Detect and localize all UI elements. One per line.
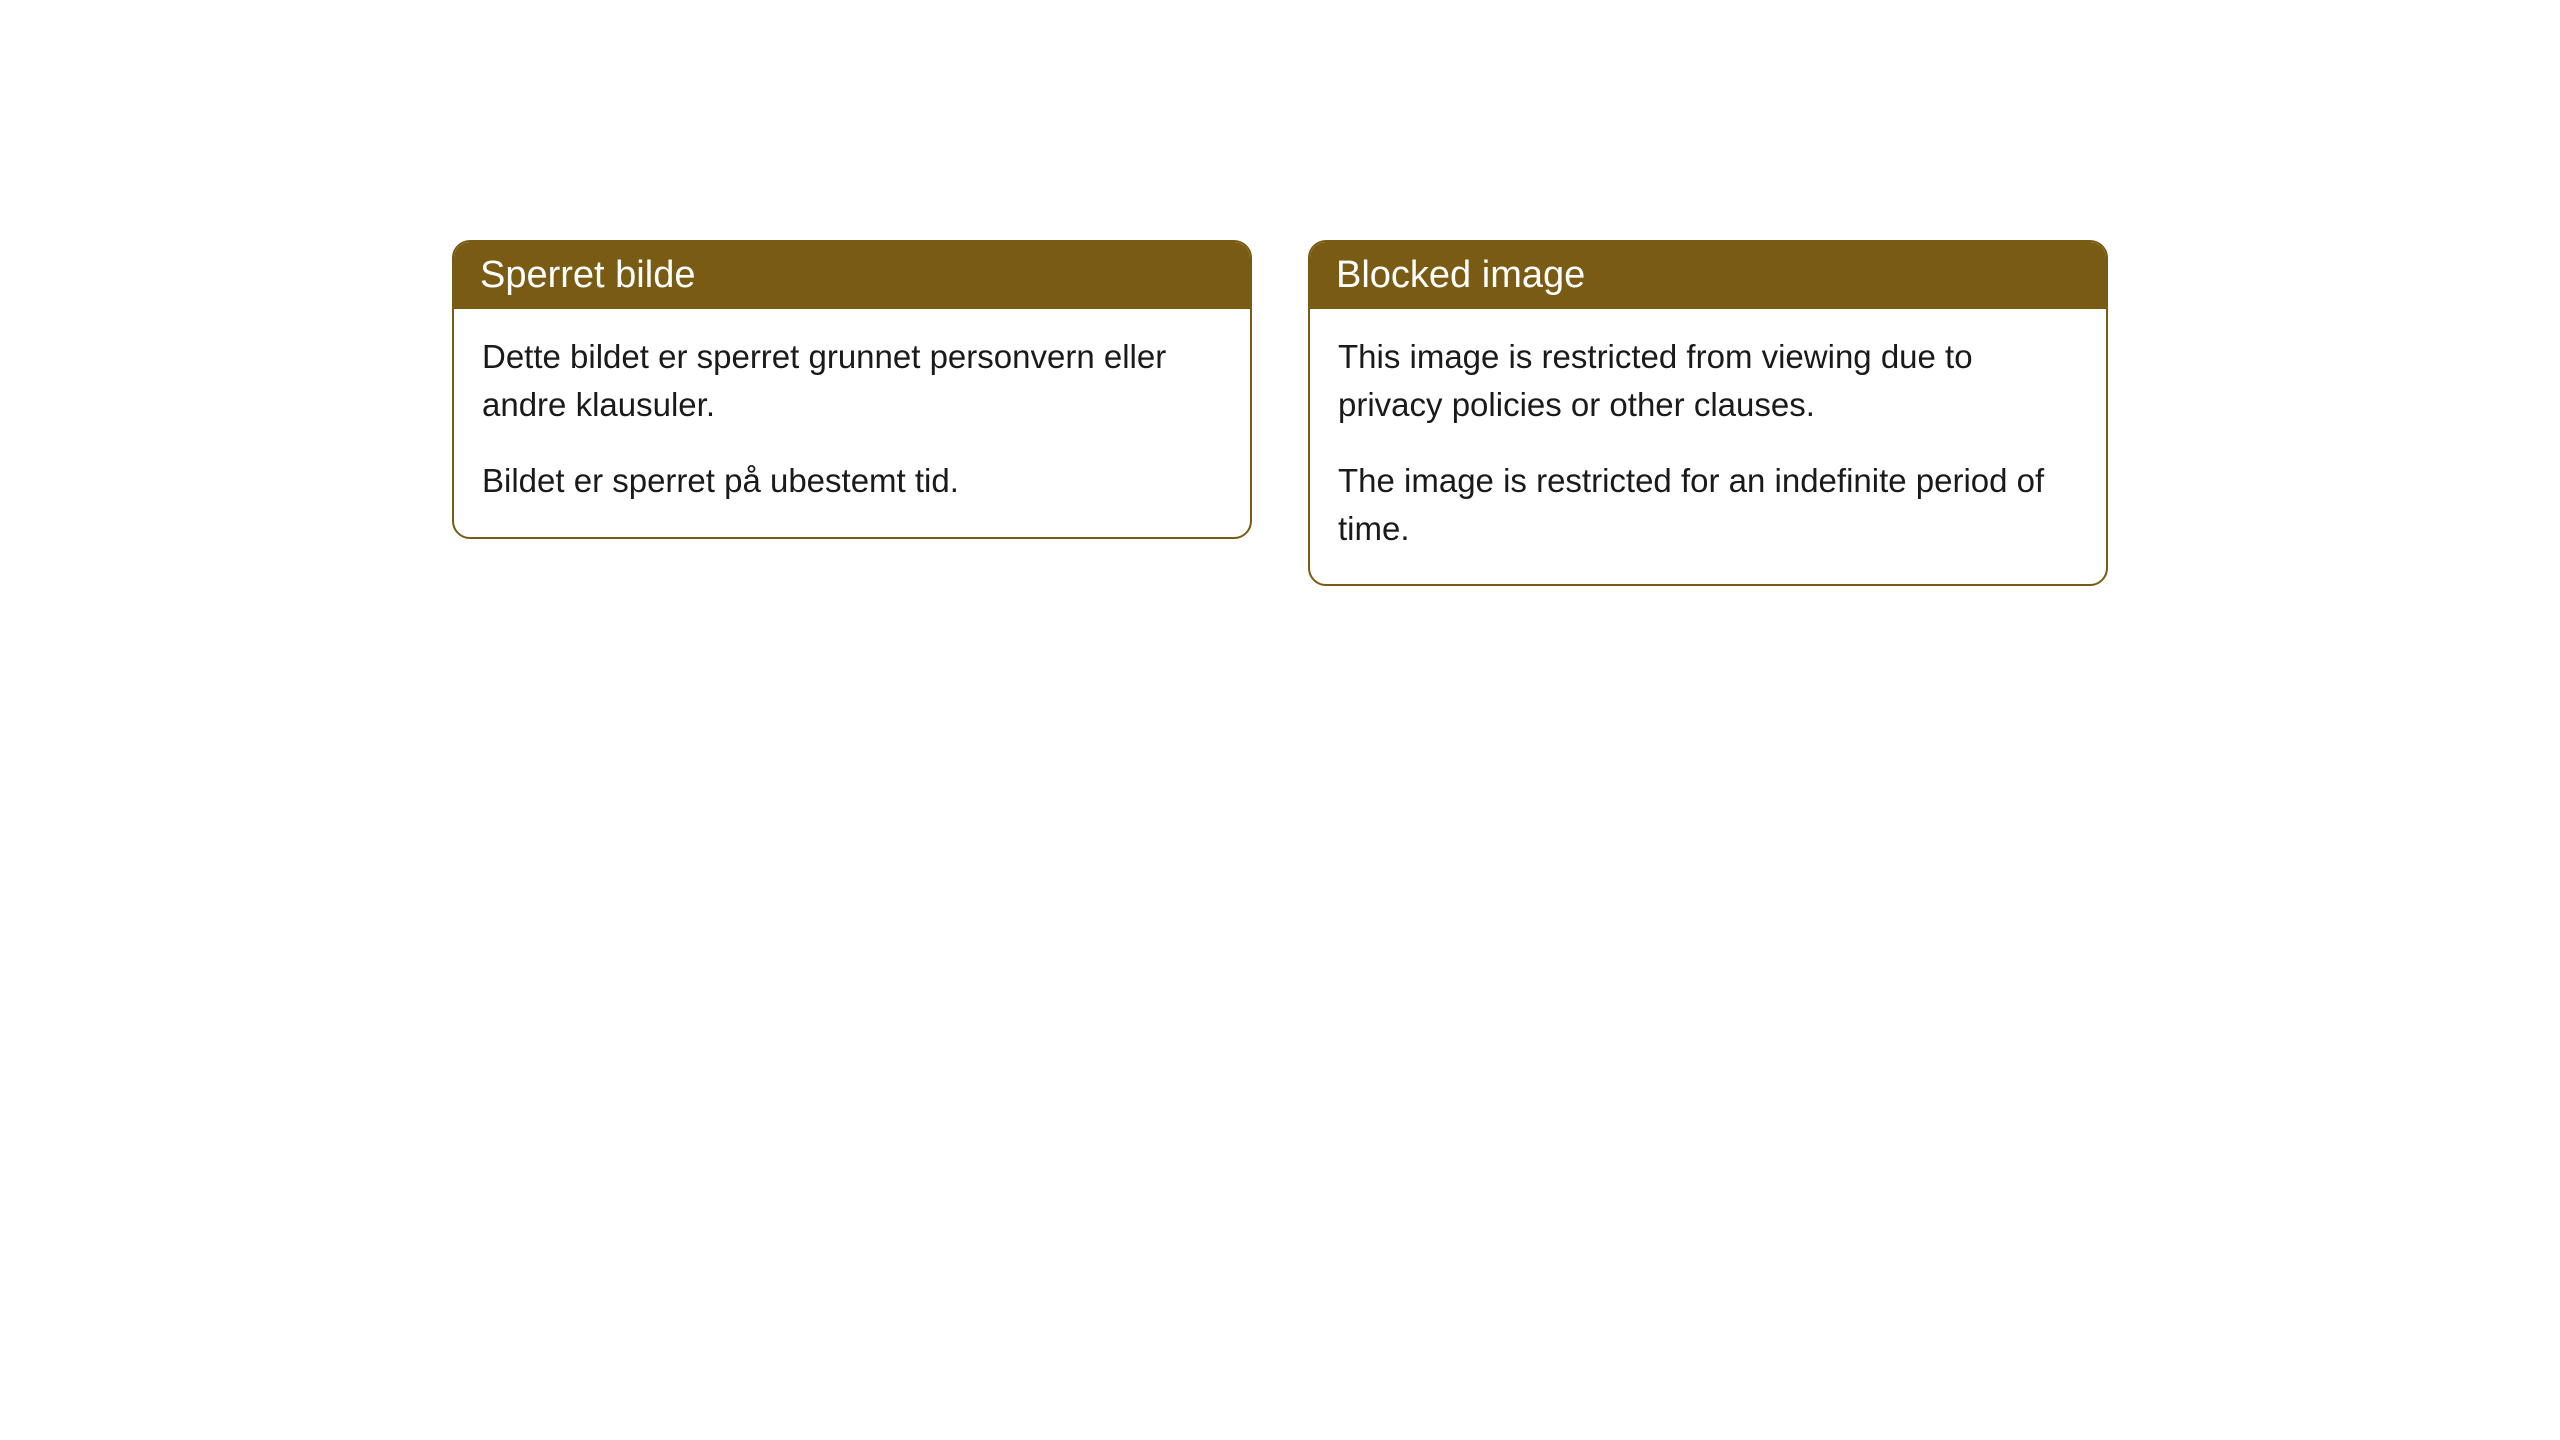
card-paragraph: This image is restricted from viewing du… [1338,333,2078,429]
card-header: Blocked image [1310,242,2106,309]
card-body: This image is restricted from viewing du… [1310,309,2106,584]
card-paragraph: Dette bildet er sperret grunnet personve… [482,333,1222,429]
blocked-image-card-no: Sperret bilde Dette bildet er sperret gr… [452,240,1252,539]
blocked-image-card-en: Blocked image This image is restricted f… [1308,240,2108,586]
card-header: Sperret bilde [454,242,1250,309]
card-paragraph: The image is restricted for an indefinit… [1338,457,2078,553]
card-paragraph: Bildet er sperret på ubestemt tid. [482,457,1222,505]
card-title: Blocked image [1336,254,1585,296]
card-body: Dette bildet er sperret grunnet personve… [454,309,1250,537]
card-title: Sperret bilde [480,254,695,296]
